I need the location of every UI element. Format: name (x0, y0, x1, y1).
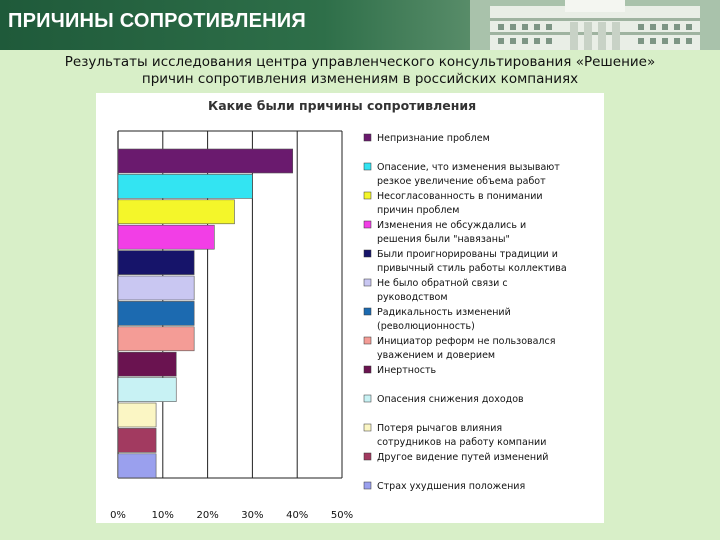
legend-label: сотрудников на работу компании (377, 437, 546, 448)
subtitle-line-1: Результаты исследования центра управленч… (64, 54, 656, 70)
bar (117, 428, 157, 453)
x-tick-label: 0% (110, 510, 126, 521)
legend-swatch (363, 452, 372, 461)
chart: Какие были причины сопротивления 0% 10% 20… (110, 98, 567, 521)
chart-panel: Какие были причины сопротивления 0% 10% 20… (96, 93, 604, 523)
bar (117, 174, 253, 199)
slide-title: ПРИЧИНЫ СОПРОТИВЛЕНИЯ (8, 10, 306, 32)
bar (117, 326, 195, 352)
bar (117, 453, 157, 479)
legend-label: Потеря рычагов влияния (377, 423, 502, 434)
legend-label: Изменения не обсуждались и (377, 220, 526, 231)
legend-label: (революционность) (377, 321, 475, 332)
legend-label: Страх ухудшения положения (377, 481, 525, 492)
legend-swatch (363, 249, 372, 258)
legend-swatch (363, 394, 372, 403)
bars (117, 148, 294, 479)
legend-swatch (363, 162, 372, 171)
x-tick-label: 50% (331, 510, 353, 521)
bar (117, 301, 195, 326)
legend-label: Не было обратной связи с (377, 278, 508, 289)
legend-label: Другое видение путей изменений (377, 452, 548, 463)
legend-label: уважением и доверием (377, 350, 495, 361)
legend-swatch (363, 481, 372, 490)
legend: Непризнание проблем Опасение, что изменен… (363, 133, 567, 492)
legend-swatch (363, 220, 372, 229)
bar (117, 351, 177, 377)
building-photo (470, 0, 720, 50)
legend-label: руководством (377, 292, 448, 303)
legend-label: Опасение, что изменения вызывают (377, 162, 560, 173)
legend-swatch (363, 307, 372, 316)
x-tick-label: 20% (196, 510, 218, 521)
slide-header: ПРИЧИНЫ СОПРОТИВЛЕНИЯ (0, 0, 720, 50)
bar (117, 148, 294, 174)
legend-label: Радикальность изменений (377, 307, 511, 318)
legend-label: привычный стиль работы коллектива (377, 263, 567, 274)
bar (117, 199, 235, 225)
legend-label: Несогласованность в понимании (377, 191, 543, 202)
legend-label: Непризнание проблем (377, 133, 490, 144)
legend-label: решения были "навязаны" (377, 234, 510, 245)
chart-title: Какие были причины сопротивления (208, 98, 476, 113)
legend-swatch (363, 191, 372, 200)
legend-swatch (363, 278, 372, 287)
slide-subtitle: Результаты исследования центра управленч… (0, 54, 720, 88)
x-tick-label: 30% (241, 510, 263, 521)
legend-label: Были проигнорированы традиции и (377, 249, 558, 260)
x-tick-label: 10% (152, 510, 174, 521)
legend-swatch (363, 423, 372, 432)
x-axis-ticks: 0% 10% 20% 30% 40% 50% (110, 510, 353, 521)
legend-swatch (363, 336, 372, 345)
bar (117, 224, 215, 250)
legend-label: причин проблем (377, 205, 459, 216)
legend-label: Инертность (377, 365, 437, 376)
legend-swatch (363, 133, 372, 142)
x-tick-label: 40% (286, 510, 308, 521)
legend-label: Инициатор реформ не пользовался (377, 336, 555, 347)
legend-label: резкое увеличение объема работ (377, 176, 546, 187)
bar (117, 250, 195, 275)
bar (117, 275, 195, 301)
legend-label: Опасения снижения доходов (377, 394, 524, 405)
bar (117, 402, 157, 428)
legend-swatch (363, 365, 372, 374)
subtitle-line-2: причин сопротивления изменениям в россий… (141, 71, 579, 87)
bar (117, 377, 177, 402)
